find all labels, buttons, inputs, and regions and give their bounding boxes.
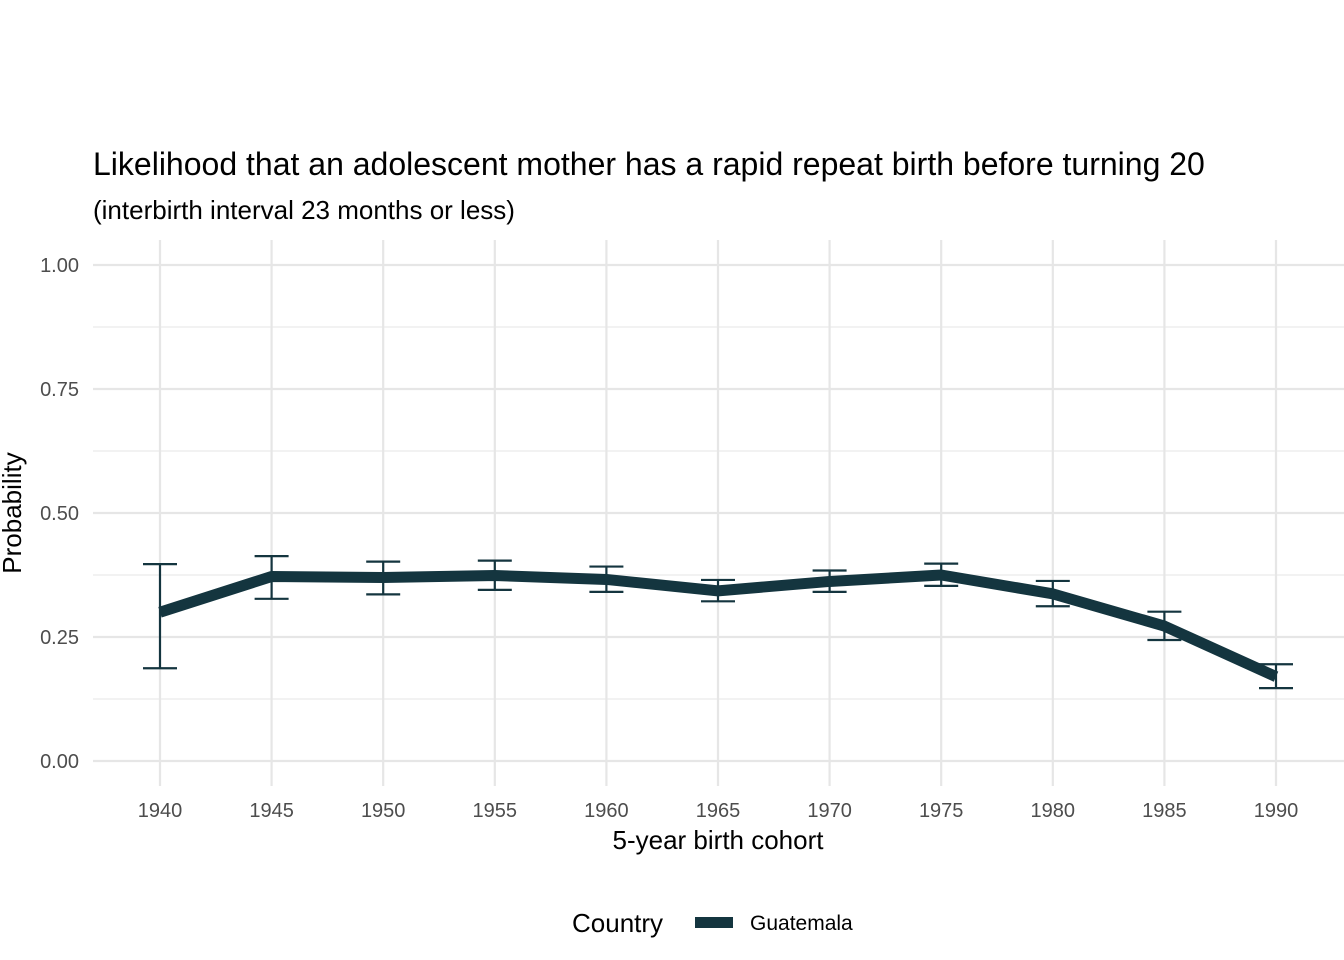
error-bar-1940 — [143, 562, 177, 670]
legend-key-guatemala — [695, 917, 733, 928]
y-tick-label-4: 1.00 — [40, 255, 79, 277]
y-axis-title: Probability — [0, 452, 27, 573]
x-tick-label-2: 1950 — [361, 800, 406, 822]
x-tick-label-7: 1975 — [919, 800, 964, 822]
series-line-guatemala — [158, 569, 1279, 682]
major-gridlines — [93, 240, 1344, 786]
y-axis-tick-labels: 0.00 0.25 0.50 0.75 1.00 — [40, 255, 79, 773]
legend-title: Country — [572, 908, 663, 938]
x-tick-label-9: 1985 — [1142, 800, 1187, 822]
x-tick-label-8: 1980 — [1031, 800, 1076, 822]
legend: Country Guatemala — [572, 908, 853, 938]
x-tick-label-10: 1990 — [1254, 800, 1299, 822]
x-tick-label-0: 1940 — [138, 800, 183, 822]
x-axis-tick-labels: 1940 1945 1950 1955 1960 1965 1970 1975 1980 1985… — [138, 800, 1299, 822]
x-tick-label-5: 1965 — [696, 800, 741, 822]
x-tick-label-4: 1960 — [584, 800, 629, 822]
chart-title: Likelihood that an adolescent mother has… — [93, 146, 1205, 182]
chart-subtitle: (interbirth interval 23 months or less) — [93, 195, 515, 225]
x-tick-label-3: 1955 — [473, 800, 518, 822]
y-tick-label-3: 0.75 — [40, 379, 79, 401]
x-tick-label-6: 1970 — [807, 800, 852, 822]
series-lines — [158, 569, 1279, 682]
legend-label-guatemala: Guatemala — [750, 912, 853, 935]
x-tick-label-1: 1945 — [249, 800, 294, 822]
y-tick-label-0: 0.00 — [40, 751, 79, 773]
x-axis-title: 5-year birth cohort — [613, 825, 825, 855]
y-tick-label-1: 0.25 — [40, 627, 79, 649]
y-tick-label-2: 0.50 — [40, 503, 79, 525]
